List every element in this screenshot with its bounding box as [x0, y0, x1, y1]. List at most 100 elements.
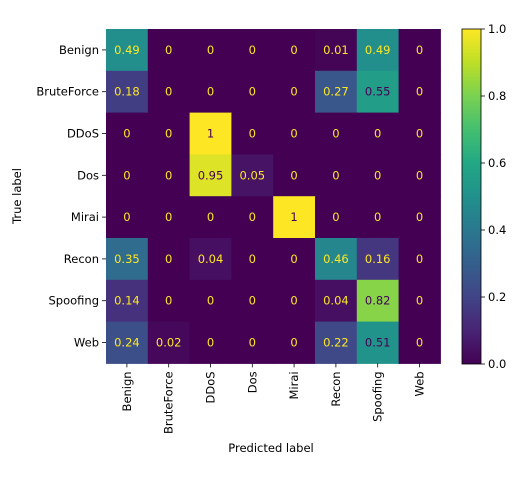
heatmap-cell — [147, 196, 191, 239]
heatmap-cell — [398, 29, 441, 72]
cell-value-label: 0 — [290, 43, 297, 57]
colorbar-gradient — [461, 28, 482, 365]
cell-value-label: 0 — [249, 43, 256, 57]
cell-value-label: 0.27 — [323, 85, 349, 99]
heatmap-cell — [273, 70, 316, 114]
cell-value-label: 0.55 — [365, 85, 391, 99]
y-tick-label: Mirai — [71, 210, 99, 224]
x-tick-label: Dos — [245, 371, 259, 393]
colorbar-tick-label: 0.4 — [488, 223, 506, 237]
cell-value-label: 1 — [290, 210, 297, 224]
y-tick-label: Benign — [59, 43, 99, 57]
cell-value-label: 0 — [290, 168, 297, 182]
colorbar — [461, 28, 482, 365]
heatmap-cell — [189, 196, 232, 239]
colorbar-tick-label: 0.8 — [488, 89, 506, 103]
cell-value-label: 0.46 — [323, 252, 349, 266]
cell-value-label: 0 — [207, 210, 214, 224]
cell-value-label: 0 — [374, 168, 381, 182]
cell-value-label: 0.14 — [114, 294, 140, 308]
y-axis-title: True label — [10, 168, 24, 225]
y-tick-label: Recon — [64, 252, 99, 266]
cell-value-label: 0.22 — [323, 336, 349, 350]
cell-value-label: 0 — [165, 85, 172, 99]
cell-value-label: 0 — [416, 252, 423, 266]
cell-value-label: 1 — [207, 127, 214, 141]
heatmap-cell — [398, 279, 441, 323]
cell-value-label: 0 — [165, 252, 172, 266]
heatmap-cell — [147, 112, 191, 155]
heatmap-cell — [147, 279, 191, 323]
heatmap-cell — [273, 112, 316, 155]
colorbar-tick-label: 1.0 — [488, 22, 506, 36]
heatmap-cell — [189, 321, 232, 364]
cell-value-label: 0 — [290, 294, 297, 308]
cell-value-label: 0 — [207, 43, 214, 57]
heatmap-cell — [189, 154, 232, 197]
x-tick-label: Mirai — [287, 371, 301, 399]
cell-value-label: 0 — [165, 294, 172, 308]
cell-value-label: 0.35 — [114, 252, 140, 266]
heatmap-cell — [398, 196, 441, 239]
heatmap-cell — [189, 279, 232, 323]
heatmap-cell — [315, 29, 358, 72]
heatmap-cell — [147, 321, 191, 364]
heatmap-cell — [231, 112, 274, 155]
y-tick-label: Web — [74, 336, 99, 350]
heatmap-cell — [356, 321, 400, 364]
cell-value-label: 0 — [290, 252, 297, 266]
colorbar-tick-label: 0.0 — [488, 357, 506, 371]
heatmap-cell — [315, 238, 358, 281]
cell-value-label: 0 — [416, 336, 423, 350]
cell-value-label: 0 — [374, 210, 381, 224]
y-tick-label: Spoofing — [48, 294, 99, 308]
heatmap-cell — [398, 70, 441, 114]
cell-value-label: 0 — [416, 294, 423, 308]
cell-value-label: 0 — [290, 85, 297, 99]
cell-value-label: 0.18 — [114, 85, 140, 99]
heatmap-cells: 0.49 0 0 0 0 0.01 0.49 0 0.18 0 0 0 0 0.27 0.55 0 0 0 1 0 0 0… — [106, 29, 441, 364]
x-axis-title: Predicted label — [228, 441, 313, 455]
x-axis-ticks: Benign BruteForce DDoS Dos Mirai Recon Spoofin… — [120, 363, 427, 434]
cell-value-label: 0 — [332, 127, 339, 141]
heatmap-cell — [106, 279, 149, 323]
heatmap-cell — [231, 321, 274, 364]
cell-value-label: 0 — [165, 43, 172, 57]
heatmap-cell — [147, 70, 191, 114]
heatmap-cell — [273, 29, 316, 72]
heatmap-cell — [356, 196, 400, 239]
heatmap-cell — [189, 238, 232, 281]
heatmap-cell — [231, 154, 274, 197]
heatmap-cell — [231, 196, 274, 239]
heatmap-cell — [231, 70, 274, 114]
y-tick-label: DDoS — [67, 127, 99, 141]
x-tick-label: Recon — [329, 371, 343, 406]
heatmap-cell — [231, 29, 274, 72]
cell-value-label: 0.82 — [365, 294, 391, 308]
cell-value-label: 0 — [165, 210, 172, 224]
cell-value-label: 0.16 — [365, 252, 391, 266]
y-tick-label: Dos — [77, 168, 99, 182]
cell-value-label: 0 — [249, 294, 256, 308]
heatmap-cell — [189, 29, 232, 72]
cell-value-label: 0 — [374, 127, 381, 141]
heatmap-cell — [106, 112, 149, 155]
y-tick-label: BruteForce — [36, 85, 99, 99]
cell-value-label: 0 — [249, 252, 256, 266]
heatmap-cell — [356, 279, 400, 323]
cell-value-label: 0 — [332, 210, 339, 224]
colorbar-tick-label: 0.2 — [488, 290, 506, 304]
cell-value-label: 0 — [123, 210, 130, 224]
cell-value-label: 0 — [290, 127, 297, 141]
heatmap-cell — [315, 196, 358, 239]
x-tick-label: DDoS — [204, 371, 218, 403]
cell-value-label: 0 — [207, 294, 214, 308]
heatmap-cell — [106, 154, 149, 197]
heatmap-cell — [106, 238, 149, 281]
heatmap-cell — [106, 29, 149, 72]
cell-value-label: 0 — [249, 127, 256, 141]
heatmap-cell — [147, 154, 191, 197]
cell-value-label: 0 — [416, 210, 423, 224]
cell-value-label: 0 — [416, 85, 423, 99]
heatmap-cell — [315, 70, 358, 114]
